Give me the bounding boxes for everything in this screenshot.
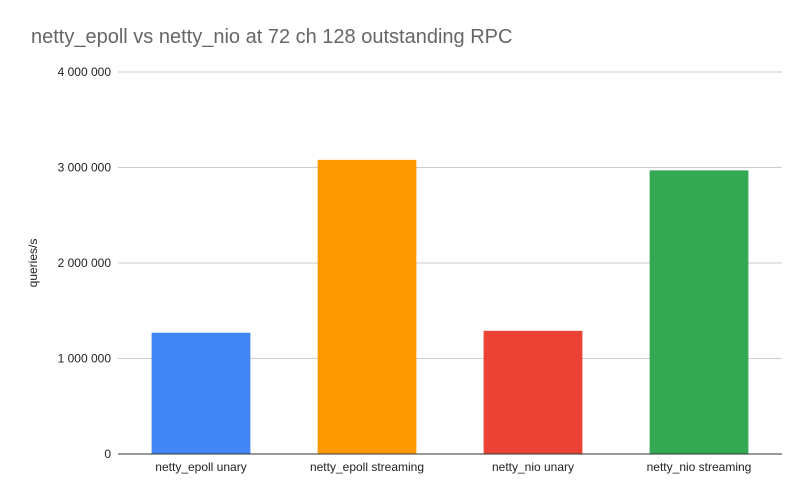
y-tick-label: 1 000 000 bbox=[58, 352, 112, 366]
x-tick-label: netty_nio unary bbox=[492, 460, 574, 474]
y-tick-label: 0 bbox=[104, 447, 111, 461]
x-tick-label: netty_nio streaming bbox=[647, 460, 752, 474]
y-axis-title: queries/s bbox=[26, 239, 40, 288]
y-tick-label: 4 000 000 bbox=[58, 65, 112, 79]
x-axis-ticks: netty_epoll unary netty_epoll streaming ne… bbox=[155, 460, 751, 474]
y-tick-label: 3 000 000 bbox=[58, 161, 112, 175]
x-tick-label: netty_epoll unary bbox=[155, 460, 246, 474]
bar-netty-nio-unary bbox=[483, 330, 583, 454]
y-axis-ticks: 0 1 000 000 2 000 000 3 000 000 4 000 000 bbox=[58, 65, 112, 461]
bar-netty-epoll-streaming bbox=[317, 159, 417, 455]
bar-netty-nio-streaming bbox=[649, 170, 749, 455]
y-tick-label: 2 000 000 bbox=[58, 256, 112, 270]
bars bbox=[151, 159, 749, 455]
chart-title: netty_epoll vs netty_nio at 72 ch 128 ou… bbox=[31, 26, 513, 48]
x-tick-label: netty_epoll streaming bbox=[310, 460, 424, 474]
bar-netty-epoll-unary bbox=[151, 332, 251, 454]
